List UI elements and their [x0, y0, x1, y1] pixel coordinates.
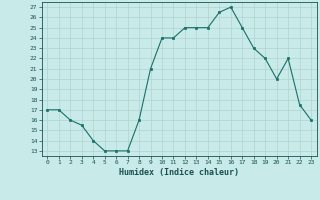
- X-axis label: Humidex (Indice chaleur): Humidex (Indice chaleur): [119, 168, 239, 177]
